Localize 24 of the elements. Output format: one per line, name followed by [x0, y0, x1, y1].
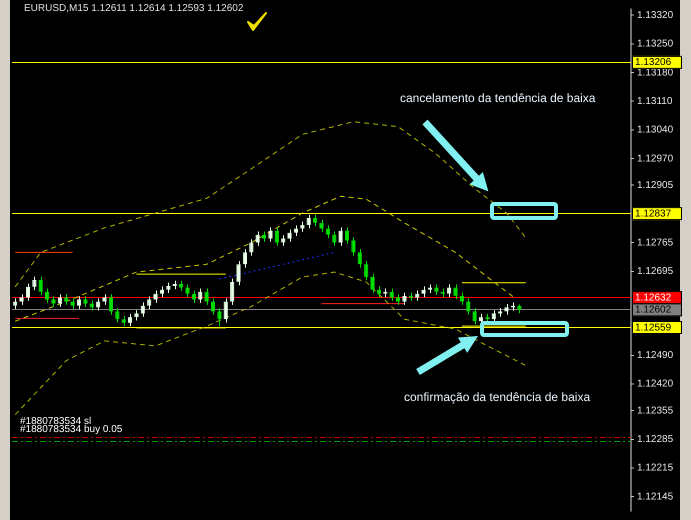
y-tick-label: 1.12765: [637, 237, 674, 248]
y-tick-label: 1.12490: [637, 350, 674, 362]
y-tick-label: 1.13320: [637, 10, 674, 21]
annotation: confirmação da tendência de baixa: [404, 390, 590, 404]
y-tick-label: 1.12695: [637, 266, 674, 278]
y-tick-label: 1.13110: [637, 96, 673, 107]
annotation: cancelamento da tendência de baixa: [400, 91, 596, 105]
ref-line-label: 1.13206: [635, 57, 672, 68]
y-tick-label: 1.12420: [637, 378, 674, 390]
ref-line-label: 1.12559: [635, 322, 672, 334]
ref-line-label: #1880783534 buy 0.05: [20, 424, 123, 436]
y-tick-label: 1.12285: [637, 434, 674, 446]
y-tick-label: 1.12145: [637, 491, 674, 502]
y-tick-label: 1.13040: [637, 124, 674, 136]
y-tick-label: 1.13180: [637, 67, 674, 78]
ref-line-label: 1.12837: [635, 208, 672, 220]
ref-line-label: 1.12632: [635, 292, 672, 304]
ref-line-label: 1.12602: [635, 304, 672, 316]
y-tick-label: 1.12215: [637, 462, 674, 474]
y-tick-label: 1.13250: [637, 38, 674, 50]
y-tick-label: 1.12355: [637, 405, 674, 416]
y-tick-label: 1.12970: [637, 153, 674, 164]
chart-title: EURUSD,M15 1.12611 1.12614 1.12593 1.12602: [24, 2, 244, 14]
y-tick-label: 1.12905: [637, 180, 674, 191]
